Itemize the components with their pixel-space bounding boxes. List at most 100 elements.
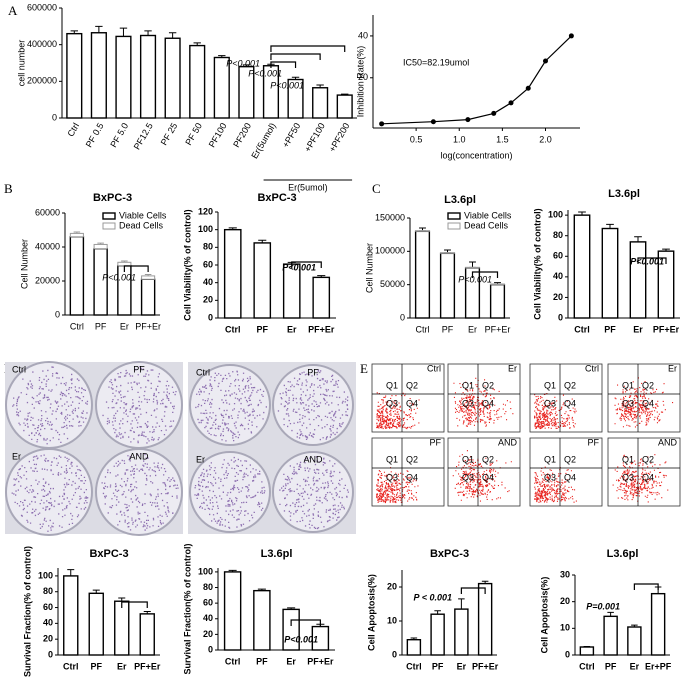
significance-bracket	[270, 61, 297, 68]
y-tick-label: 10	[560, 623, 570, 633]
y-tick-label: 20	[387, 581, 397, 591]
quadrant-label: Q1	[386, 454, 398, 464]
significance-bracket	[290, 619, 321, 626]
y-tick-label: 40	[203, 277, 213, 287]
p-value: P<0.001	[630, 256, 664, 266]
x-tick-label: 1.0	[453, 134, 466, 144]
error-bar	[95, 25, 103, 33]
quadrant-label: Q2	[642, 380, 654, 390]
colonies	[101, 453, 179, 531]
legend-label: Dead Cells	[119, 220, 164, 230]
significance-bracket	[291, 261, 322, 268]
x-tick-label: PF	[256, 324, 268, 334]
error-bar	[258, 239, 267, 243]
legend-label: Dead Cells	[464, 220, 509, 230]
quadrant-label: Q2	[406, 380, 418, 390]
flow-events	[376, 467, 419, 504]
quadrant-label: Q4	[564, 472, 576, 482]
x-tick-label: Er	[630, 661, 640, 671]
x-tick-label: Ctrl	[416, 324, 430, 334]
y-tick-label: 40000	[35, 241, 60, 251]
x-axis-label: log(concentration)	[440, 150, 512, 160]
flow-events	[376, 392, 420, 430]
point	[543, 58, 548, 64]
bar	[164, 37, 181, 119]
bar	[189, 44, 206, 119]
x-tick-label: 2.0	[539, 134, 552, 144]
y-tick-label: 200000	[27, 76, 57, 86]
bar	[253, 589, 271, 651]
bar	[69, 232, 84, 238]
bar	[140, 278, 156, 316]
x-tick-label: PF	[432, 661, 444, 671]
x-tick-label: Er	[120, 321, 129, 331]
quadrant-label: Q1	[622, 380, 634, 390]
quadrant-label: Q2	[564, 454, 576, 464]
error-bar	[606, 223, 614, 229]
y-tick-label: 0	[52, 112, 57, 122]
quadrant-label: Q3	[544, 472, 556, 482]
quadrant-label: Q4	[482, 398, 494, 408]
panel-label: B	[4, 181, 13, 196]
error-bar	[583, 645, 591, 647]
error-bar	[168, 32, 177, 39]
legend-swatch	[447, 222, 461, 230]
quadrant-label: Q4	[406, 398, 418, 408]
quadrant-label: Q3	[462, 398, 474, 408]
bar	[406, 639, 422, 656]
y-tick-label: 0	[565, 649, 570, 659]
colonies	[195, 370, 267, 442]
quadrant-label: Q1	[462, 380, 474, 390]
error-bar	[434, 610, 441, 615]
x-tick-label: Er	[633, 324, 643, 334]
x-tick-label: 1.5	[496, 134, 509, 144]
y-axis-label: Cell Viability(% of control)	[182, 209, 192, 320]
x-tick-label: PF	[90, 661, 102, 671]
y-tick-label: 100	[198, 224, 213, 234]
x-tick-label: Er+PF	[645, 661, 672, 671]
error-bar	[70, 30, 78, 34]
bar	[69, 236, 85, 316]
quadrant-label: Q2	[482, 454, 494, 464]
x-tick-label: PF12.5	[132, 121, 155, 151]
quadrant-label: Q1	[622, 454, 634, 464]
error-bar	[316, 84, 324, 88]
y-tick-label: 20	[203, 295, 213, 305]
bar	[223, 571, 242, 651]
flow-events	[614, 377, 674, 428]
error-bar	[218, 55, 226, 58]
flow-events	[534, 466, 577, 503]
y-tick-label: 60	[203, 598, 213, 608]
bar	[114, 600, 130, 656]
significance-bracket	[471, 271, 499, 278]
chart-title: BxPC-3	[257, 192, 296, 204]
x-tick-label: Ctrl	[406, 661, 422, 671]
x-tick-label: Er	[468, 324, 477, 334]
legend-swatch	[447, 212, 461, 220]
y-tick-label: 40	[358, 30, 368, 40]
error-bar	[631, 624, 638, 627]
x-tick-label: PF+Er	[485, 324, 511, 334]
plate	[95, 448, 183, 536]
x-tick-label: PF+Er	[135, 321, 161, 331]
quadrant-label: Q2	[564, 380, 576, 390]
bar	[430, 613, 445, 656]
quadrant-label: Q1	[544, 380, 556, 390]
y-tick-label: 80	[203, 242, 213, 252]
quadrant-label: Q1	[462, 454, 474, 464]
chart-title: BxPC-3	[430, 548, 469, 560]
error-bar	[634, 236, 642, 242]
y-tick-label: 60	[203, 259, 213, 269]
x-tick-label: Ctrl	[65, 121, 81, 138]
x-tick-label: +PF50	[280, 121, 302, 149]
p-value: P=0.001	[586, 601, 620, 611]
error-bar	[144, 274, 152, 276]
x-tick-label: 0.5	[410, 134, 423, 144]
bar	[629, 241, 647, 319]
plate-label: Ctrl	[12, 364, 26, 374]
flow-events	[453, 377, 514, 427]
bar	[253, 242, 272, 319]
x-tick-label: PF+Er	[472, 661, 499, 671]
quadrant-label: Q3	[544, 398, 556, 408]
bar	[117, 261, 132, 267]
